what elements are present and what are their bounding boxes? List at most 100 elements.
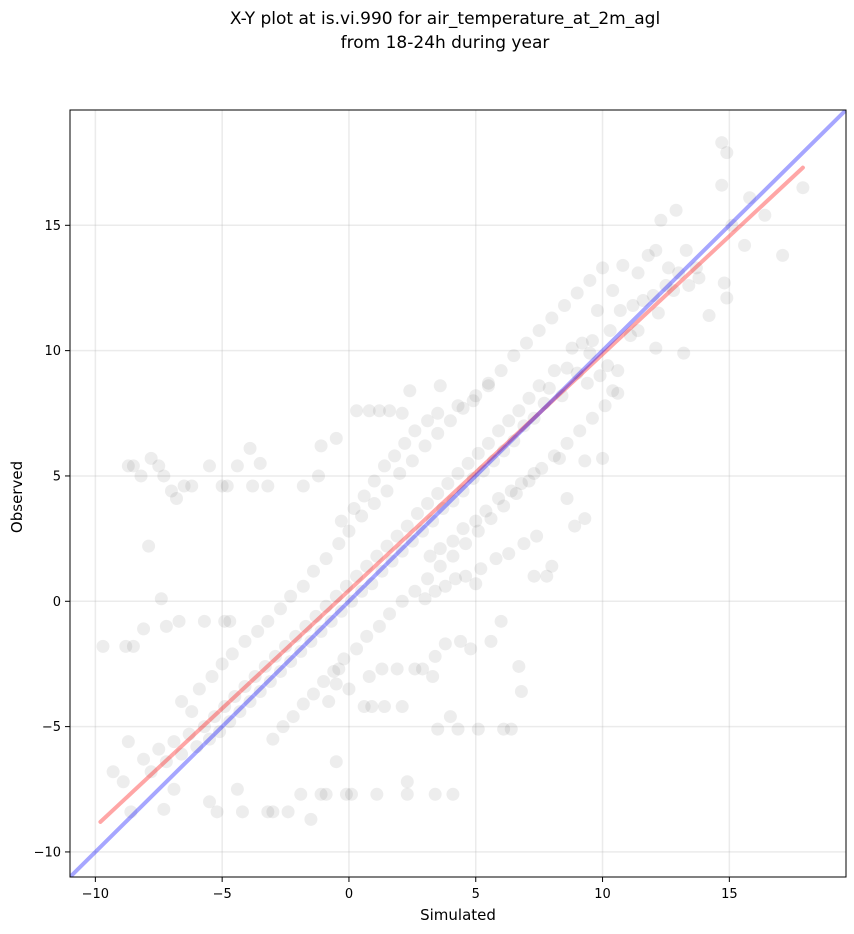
y-tick-label: −5 [42,720,61,735]
y-tick-label: 5 [53,469,61,484]
scatter-point [476,464,490,478]
scatter-point [583,346,597,360]
scatter-point [126,459,140,473]
scatter-point [342,524,356,538]
scatter-point [306,687,320,701]
scatter-point [182,727,196,741]
scatter-point [314,787,328,801]
scatter-point [408,424,422,438]
scatter-point [370,549,384,563]
scatter-point [144,765,158,779]
scatter-point [304,812,318,826]
scatter-point [296,579,310,593]
scatter-point [507,349,521,363]
scatter-point [507,434,521,448]
scatter-point [459,537,473,551]
scatter-point [289,629,303,643]
scatter-point [578,512,592,526]
scatter-point [294,787,308,801]
scatter-point [400,775,414,789]
scatter-point [545,559,559,573]
scatter-point [415,662,429,676]
scatter-point [286,710,300,724]
scatter-point [484,512,498,526]
scatter-point [547,449,561,463]
scatter-point [426,669,440,683]
scatter-point [284,654,298,668]
scatter-point [408,662,422,676]
scatter-point [377,700,391,714]
scatter-point [474,562,488,576]
scatter-point [159,755,173,769]
scatter-point [456,484,470,498]
scatter-point [443,414,457,428]
scatter-point [225,647,239,661]
scatter-point [261,614,275,628]
scatter-point [327,664,341,678]
scatter-point [451,399,465,413]
y-axis-ticks: −10 −5 0 5 10 15 [34,219,70,860]
scatter-point [314,624,328,638]
scatter-point [522,474,536,488]
scatter-point [575,336,589,350]
scatter-point [367,474,381,488]
scatter-point [560,361,574,375]
scatter-point [334,514,348,528]
scatter-point [324,614,338,628]
scatter-point [715,178,729,192]
scatter-point [342,682,356,696]
scatter-point [284,589,298,603]
scatter-point [223,715,237,729]
scatter-point [170,492,184,506]
scatter-point [448,572,462,586]
scatter-point [385,554,399,568]
scatter-point [532,324,546,338]
scatter-point [565,341,579,355]
scatter-point [276,720,290,734]
scatter-point [758,208,772,222]
scatter-point [776,248,790,262]
y-tick-label: 15 [44,219,61,234]
scatter-point [456,401,470,415]
scatter-point [443,710,457,724]
scatter-point [433,542,447,556]
scatter-point [319,787,333,801]
scatter-point [395,544,409,558]
scatter-point [210,805,224,819]
scatter-point [570,286,584,300]
scatter-point [251,624,265,638]
y-tick-label: −10 [34,845,61,860]
scatter-point [421,497,435,511]
scatter-point [124,805,138,819]
scatter-point [421,414,435,428]
scatter-point [390,529,404,543]
scatter-point [185,705,199,719]
scatter-point [388,449,402,463]
scatter-point [253,456,267,470]
scatter-point [273,664,287,678]
scatter-point [580,376,594,390]
scatter-point [601,359,615,373]
scatter-point [715,136,729,150]
scatter-point [504,484,518,498]
scatter-point [243,695,257,709]
x-tick-label: 0 [345,887,353,902]
scatter-point [192,682,206,696]
plot-frame [69,109,847,878]
scatter-point [479,504,493,518]
scatter-point [233,705,247,719]
scatter-point [702,309,716,323]
scatter-point [215,657,229,671]
scatter-point [441,476,455,490]
scatter-point [154,592,168,606]
scatter-point [431,722,445,736]
scatter-point [497,444,511,458]
scatter-point [611,386,625,400]
scatter-point [339,787,353,801]
scatter-point [522,391,536,405]
scatter-point [383,607,397,621]
scatter-point [235,805,249,819]
scatter-point [144,451,158,465]
scatter-point [492,424,506,438]
scatter-point [410,507,424,521]
